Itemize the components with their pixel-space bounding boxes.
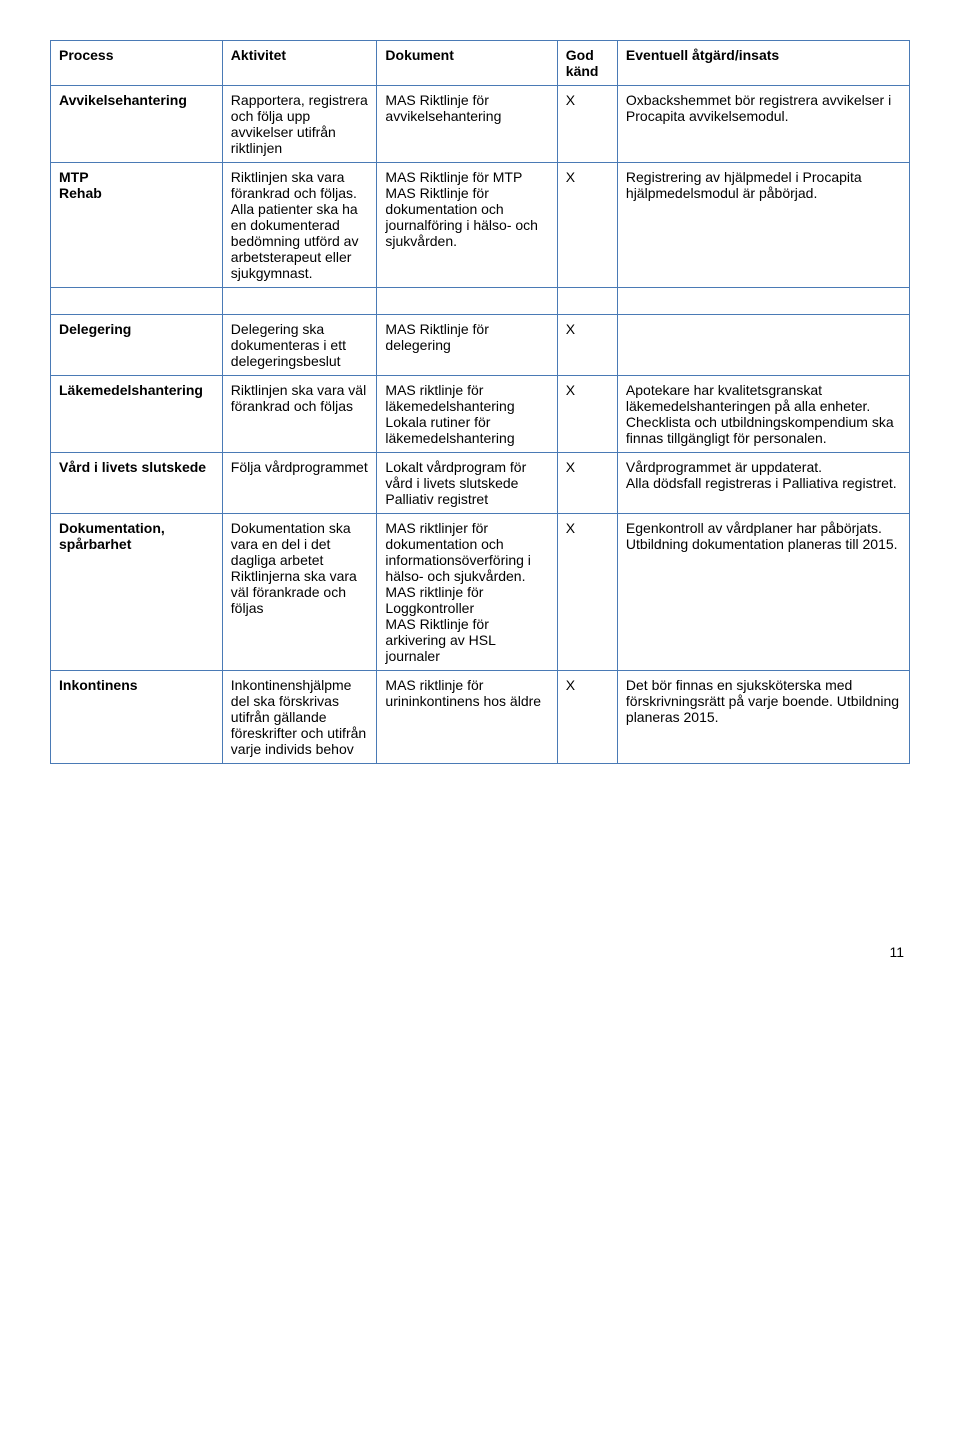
cell-dokument: MAS riktlinje för urininkontinens hos äl… — [377, 671, 557, 764]
cell-process: Inkontinens — [51, 671, 223, 764]
header-process: Process — [51, 41, 223, 86]
header-aktivitet: Aktivitet — [222, 41, 377, 86]
cell-godkand: X — [557, 163, 617, 288]
table-row: DelegeringDelegering ska dokumenteras i … — [51, 315, 910, 376]
spacer-cell — [617, 288, 909, 315]
spacer-cell — [51, 288, 223, 315]
table-row: LäkemedelshanteringRiktlinjen ska vara v… — [51, 376, 910, 453]
cell-aktivitet: Delegering ska dokumenteras i ett delege… — [222, 315, 377, 376]
cell-godkand: X — [557, 453, 617, 514]
cell-atgard: Apotekare har kvalitetsgranskat läkemede… — [617, 376, 909, 453]
cell-atgard: Vårdprogrammet är uppdaterat.Alla dödsfa… — [617, 453, 909, 514]
table-row: MTPRehabRiktlinjen ska vara förankrad oc… — [51, 163, 910, 288]
cell-dokument: Lokalt vårdprogram för vård i livets slu… — [377, 453, 557, 514]
cell-process: Läkemedelshantering — [51, 376, 223, 453]
cell-aktivitet: Riktlinjen ska vara förankrad och följas… — [222, 163, 377, 288]
cell-godkand: X — [557, 671, 617, 764]
table-row: AvvikelsehanteringRapportera, registrera… — [51, 86, 910, 163]
cell-aktivitet: Rapportera, registrera och följa upp avv… — [222, 86, 377, 163]
cell-atgard: Egenkontroll av vårdplaner har påbörjats… — [617, 514, 909, 671]
header-row: Process Aktivitet Dokument God känd Even… — [51, 41, 910, 86]
cell-dokument: MAS Riktlinje för delegering — [377, 315, 557, 376]
cell-process: MTPRehab — [51, 163, 223, 288]
cell-dokument: MAS Riktlinje för avvikelsehantering — [377, 86, 557, 163]
cell-process: Dokumentation, spårbarhet — [51, 514, 223, 671]
cell-godkand: X — [557, 86, 617, 163]
page-number: 11 — [50, 944, 910, 960]
cell-atgard — [617, 315, 909, 376]
spacer-cell — [222, 288, 377, 315]
cell-atgard: Oxbackshemmet bör registrera avvikelser … — [617, 86, 909, 163]
header-atgard: Eventuell åtgärd/insats — [617, 41, 909, 86]
cell-atgard: Det bör finnas en sjuksköterska med förs… — [617, 671, 909, 764]
cell-dokument: MAS riktlinje för läkemedelshanteringLok… — [377, 376, 557, 453]
cell-aktivitet: Inkontinenshjälpme del ska förskrivas ut… — [222, 671, 377, 764]
table-row: InkontinensInkontinenshjälpme del ska fö… — [51, 671, 910, 764]
table-row: Dokumentation, spårbarhetDokumentation s… — [51, 514, 910, 671]
cell-godkand: X — [557, 514, 617, 671]
cell-process: Avvikelsehantering — [51, 86, 223, 163]
header-godkand: God känd — [557, 41, 617, 86]
header-dokument: Dokument — [377, 41, 557, 86]
table-row: Vård i livets slutskedeFölja vårdprogram… — [51, 453, 910, 514]
process-table: Process Aktivitet Dokument God känd Even… — [50, 40, 910, 764]
spacer-cell — [557, 288, 617, 315]
cell-atgard: Registrering av hjälpmedel i Procapita h… — [617, 163, 909, 288]
cell-dokument: MAS Riktlinje för MTPMAS Riktlinje för d… — [377, 163, 557, 288]
spacer-cell — [377, 288, 557, 315]
cell-aktivitet: Dokumentation ska vara en del i det dagl… — [222, 514, 377, 671]
cell-dokument: MAS riktlinjer för dokumentation och inf… — [377, 514, 557, 671]
cell-godkand: X — [557, 315, 617, 376]
cell-godkand: X — [557, 376, 617, 453]
cell-aktivitet: Följa vårdprogrammet — [222, 453, 377, 514]
cell-process: Delegering — [51, 315, 223, 376]
spacer-row — [51, 288, 910, 315]
cell-aktivitet: Riktlinjen ska vara väl förankrad och fö… — [222, 376, 377, 453]
cell-process: Vård i livets slutskede — [51, 453, 223, 514]
